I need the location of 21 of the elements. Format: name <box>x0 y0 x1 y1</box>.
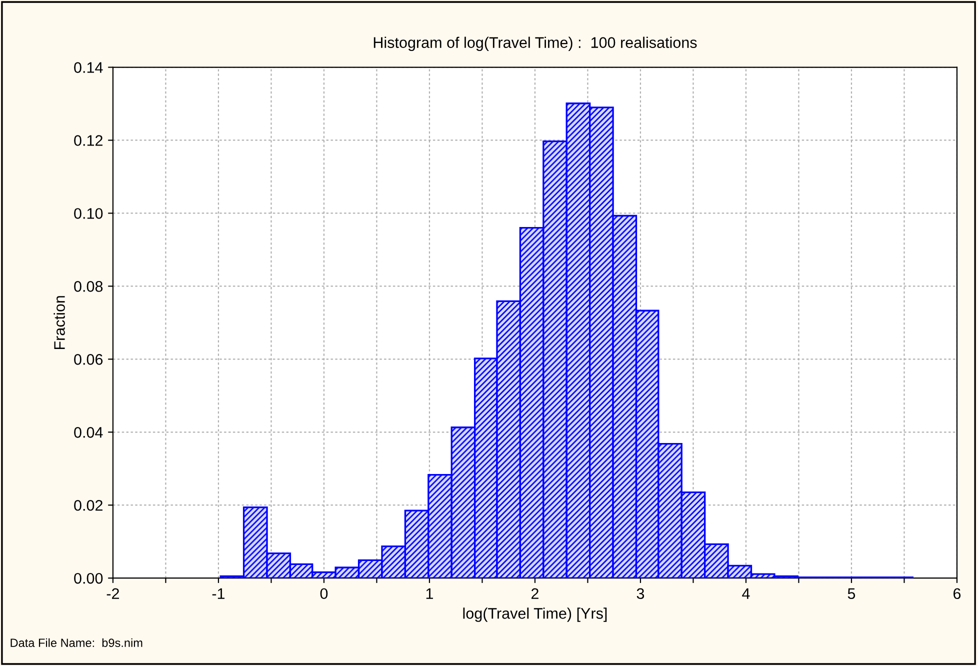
x-axis-title: log(Travel Time) [Yrs] <box>463 608 607 622</box>
x-tick-label: -2 <box>106 588 119 599</box>
x-tick-label: 0 <box>320 588 328 600</box>
text: Data File Name: b9s.nim <box>10 638 142 648</box>
x-tick-label: 3 <box>636 588 644 600</box>
y-tick-label: 0.14 <box>74 62 103 73</box>
x-tick-label: -1 <box>212 588 225 599</box>
y-tick-label: 0.04 <box>74 427 103 438</box>
y-tick-label: 0.00 <box>74 572 103 584</box>
chart-title: Histogram of log(Travel Time) : 100 realisations <box>374 36 697 51</box>
y-tick-label: 0.02 <box>74 500 102 511</box>
x-tick-label: 6 <box>954 588 961 600</box>
y-tick-label: 0.12 <box>74 135 102 146</box>
y-axis-title: Fraction <box>54 296 65 350</box>
x-tick-label: 2 <box>531 588 538 599</box>
y-tick-label: 0.08 <box>74 281 103 292</box>
x-tick-label: 1 <box>426 588 433 599</box>
y-tick-label: 0.06 <box>74 354 103 365</box>
x-tick-label: 4 <box>742 588 750 599</box>
y-tick-label: 0.10 <box>74 208 103 219</box>
x-tick-label: 5 <box>848 588 856 600</box>
